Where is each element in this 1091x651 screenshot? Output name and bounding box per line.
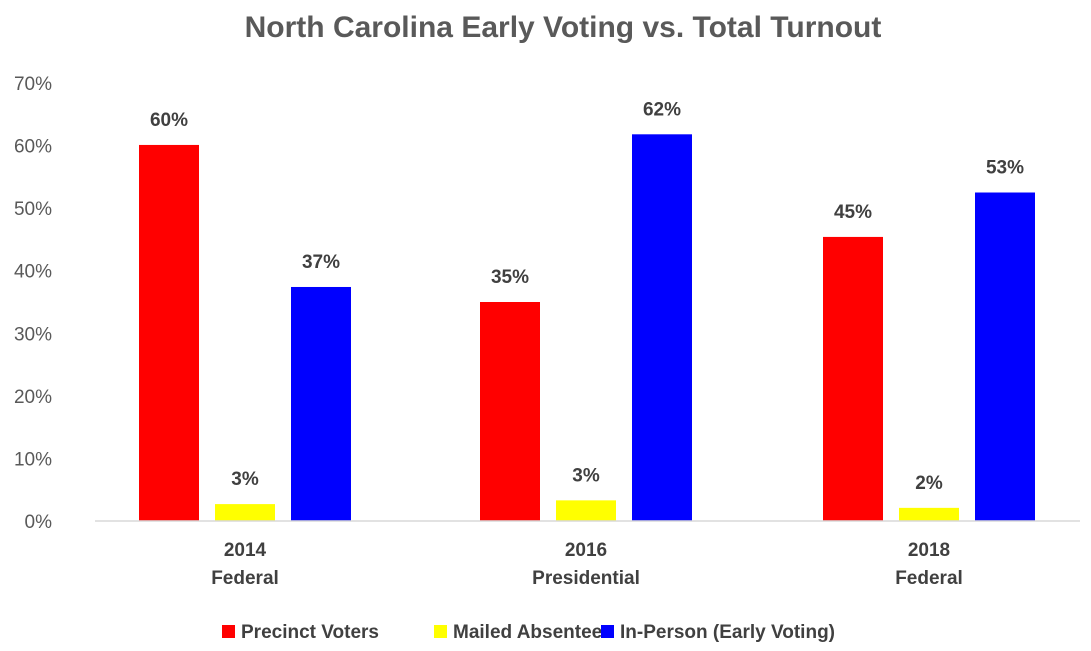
data-label: 2% bbox=[915, 473, 943, 494]
data-label: 60% bbox=[150, 110, 188, 131]
bar-precinct-voters bbox=[139, 144, 199, 521]
legend-swatch-precinct-voters bbox=[222, 625, 235, 638]
data-label: 3% bbox=[231, 469, 259, 490]
y-tick-label: 50% bbox=[14, 199, 52, 220]
data-label: 62% bbox=[643, 99, 681, 120]
data-label: 3% bbox=[572, 465, 600, 486]
x-axis: 2014 Federal 2016 Presidential 2018 Federal bbox=[211, 540, 963, 589]
x-tick-label: Presidential bbox=[532, 568, 640, 589]
y-axis: 0% 10% 20% 30% 40% 50% 60% 70% bbox=[14, 74, 52, 533]
legend-label-mailed-absentee: Mailed Absentee bbox=[453, 622, 602, 643]
y-tick-label: 70% bbox=[14, 74, 52, 95]
data-label: 53% bbox=[986, 158, 1024, 179]
bar-precinct-voters bbox=[823, 236, 883, 521]
data-label-group: 60% 35% 45% 3% 3% 2% 37% 62% 53% bbox=[150, 99, 1024, 494]
data-label: 45% bbox=[834, 202, 872, 223]
bar-series-group bbox=[139, 134, 1035, 521]
legend-swatch-in-person-early-voting bbox=[601, 625, 614, 638]
bar-mailed-absentee bbox=[556, 500, 616, 521]
bar-precinct-voters bbox=[480, 302, 540, 521]
data-label: 35% bbox=[491, 267, 529, 288]
bar-in-person-early-voting bbox=[291, 286, 351, 521]
bar-in-person-early-voting bbox=[632, 134, 692, 521]
y-tick-label: 20% bbox=[14, 387, 52, 408]
chart-legend: Precinct Voters Mailed Absentee In-Person … bbox=[222, 622, 835, 643]
x-tick-label: Federal bbox=[211, 568, 279, 589]
x-tick-label: 2016 bbox=[565, 540, 607, 561]
legend-label-precinct-voters: Precinct Voters bbox=[241, 622, 379, 643]
legend-label-in-person-early-voting: In-Person (Early Voting) bbox=[620, 622, 835, 643]
data-label: 37% bbox=[302, 252, 340, 273]
chart-title: North Carolina Early Voting vs. Total Tu… bbox=[245, 11, 882, 44]
x-tick-label: 2018 bbox=[908, 540, 950, 561]
legend-swatch-mailed-absentee bbox=[434, 625, 447, 638]
bar-in-person-early-voting bbox=[975, 192, 1035, 521]
x-tick-label: Federal bbox=[895, 568, 963, 589]
bar-mailed-absentee bbox=[899, 507, 959, 521]
bar-mailed-absentee bbox=[215, 504, 275, 521]
y-tick-label: 60% bbox=[14, 137, 52, 158]
y-tick-label: 30% bbox=[14, 324, 52, 345]
x-tick-label: 2014 bbox=[224, 540, 267, 561]
y-tick-label: 0% bbox=[25, 512, 53, 533]
y-tick-label: 40% bbox=[14, 262, 52, 283]
y-tick-label: 10% bbox=[14, 449, 52, 470]
